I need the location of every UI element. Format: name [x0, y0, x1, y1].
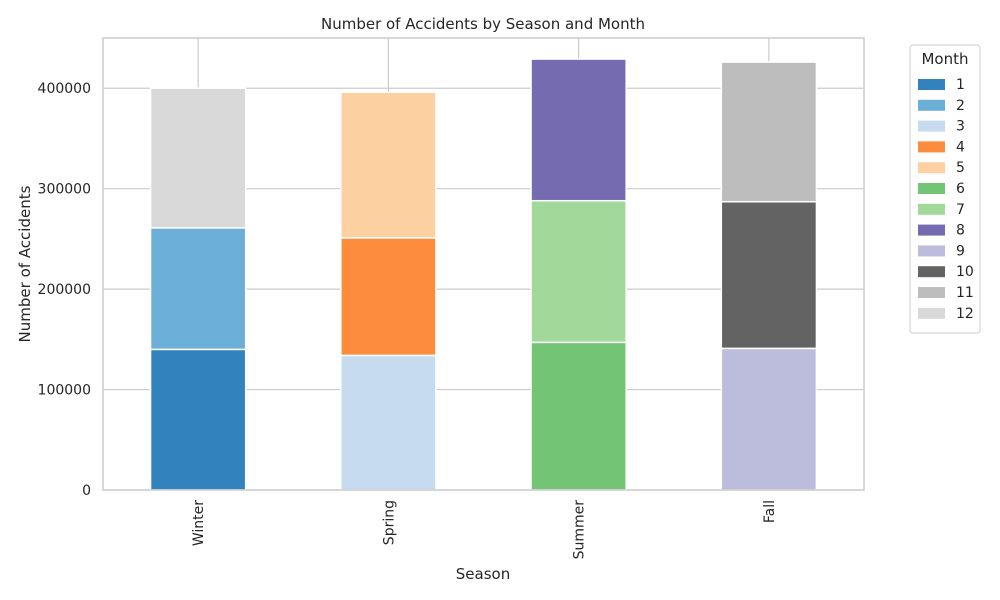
legend-swatch — [918, 79, 945, 90]
legend-label: 8 — [956, 223, 965, 239]
chart-title: Number of Accidents by Season and Month — [321, 15, 645, 33]
legend-swatch — [918, 287, 945, 298]
legend-label: 12 — [956, 306, 974, 322]
legend-swatch — [918, 307, 945, 319]
x-tick-label: Winter — [191, 500, 207, 546]
legend-label: 9 — [956, 243, 965, 259]
bar-segment-summer-month-7 — [530, 199, 627, 344]
x-axis-title: Season — [456, 565, 510, 583]
legend-label: 6 — [956, 181, 965, 197]
legend-swatch — [918, 224, 945, 236]
bar-segment-spring-month-5 — [340, 91, 437, 239]
x-tick-label: Spring — [381, 500, 397, 545]
x-tick-label: Fall — [762, 500, 778, 523]
bar-segment-winter-month-2 — [149, 227, 247, 351]
bar-segment-summer-month-6 — [530, 341, 627, 491]
legend-label: 7 — [956, 202, 965, 218]
legend-swatch — [918, 183, 945, 194]
legend-label: 1 — [956, 77, 965, 93]
legend-swatch — [918, 141, 945, 153]
legend-label: 5 — [956, 160, 965, 176]
bar-segment-winter-month-12 — [149, 87, 247, 229]
x-tick-labels: Winter Spring Summer Fall — [191, 500, 778, 560]
plot-frame — [102, 37, 865, 491]
y-axis-title: Number of Accidents — [16, 185, 34, 342]
bar-segment-fall-month-10 — [720, 200, 818, 350]
y-tick-label: 300000 — [38, 182, 91, 198]
legend-label: 3 — [956, 119, 965, 135]
x-tick-label: Summer — [572, 500, 588, 560]
y-tick-label: 100000 — [38, 383, 91, 399]
y-tick-label: 400000 — [38, 81, 91, 97]
legend-swatch — [918, 203, 945, 215]
bar-segment-winter-month-1 — [149, 348, 247, 491]
legend-swatch — [918, 162, 945, 174]
legend-swatch — [918, 245, 945, 257]
legend-label: 11 — [956, 285, 974, 301]
bar-segment-spring-month-3 — [340, 354, 437, 491]
legend-label: 10 — [956, 264, 974, 280]
bars-layer — [149, 58, 818, 491]
y-tick-label: 0 — [82, 483, 91, 499]
bar-segment-spring-month-4 — [340, 237, 437, 357]
legend-swatch — [918, 99, 945, 111]
legend-label: 4 — [956, 139, 965, 155]
legend-title: Month — [921, 50, 968, 68]
bar-segment-fall-month-9 — [720, 347, 818, 491]
legend-swatch — [918, 266, 945, 278]
legend-label: 2 — [956, 98, 965, 114]
bar-segment-summer-month-8 — [530, 58, 627, 202]
legend-swatch — [918, 120, 945, 132]
y-tick-label: 200000 — [38, 282, 91, 298]
y-tick-labels: 0 100000 200000 300000 400000 — [38, 81, 91, 499]
bar-segment-fall-month-11 — [720, 61, 818, 203]
